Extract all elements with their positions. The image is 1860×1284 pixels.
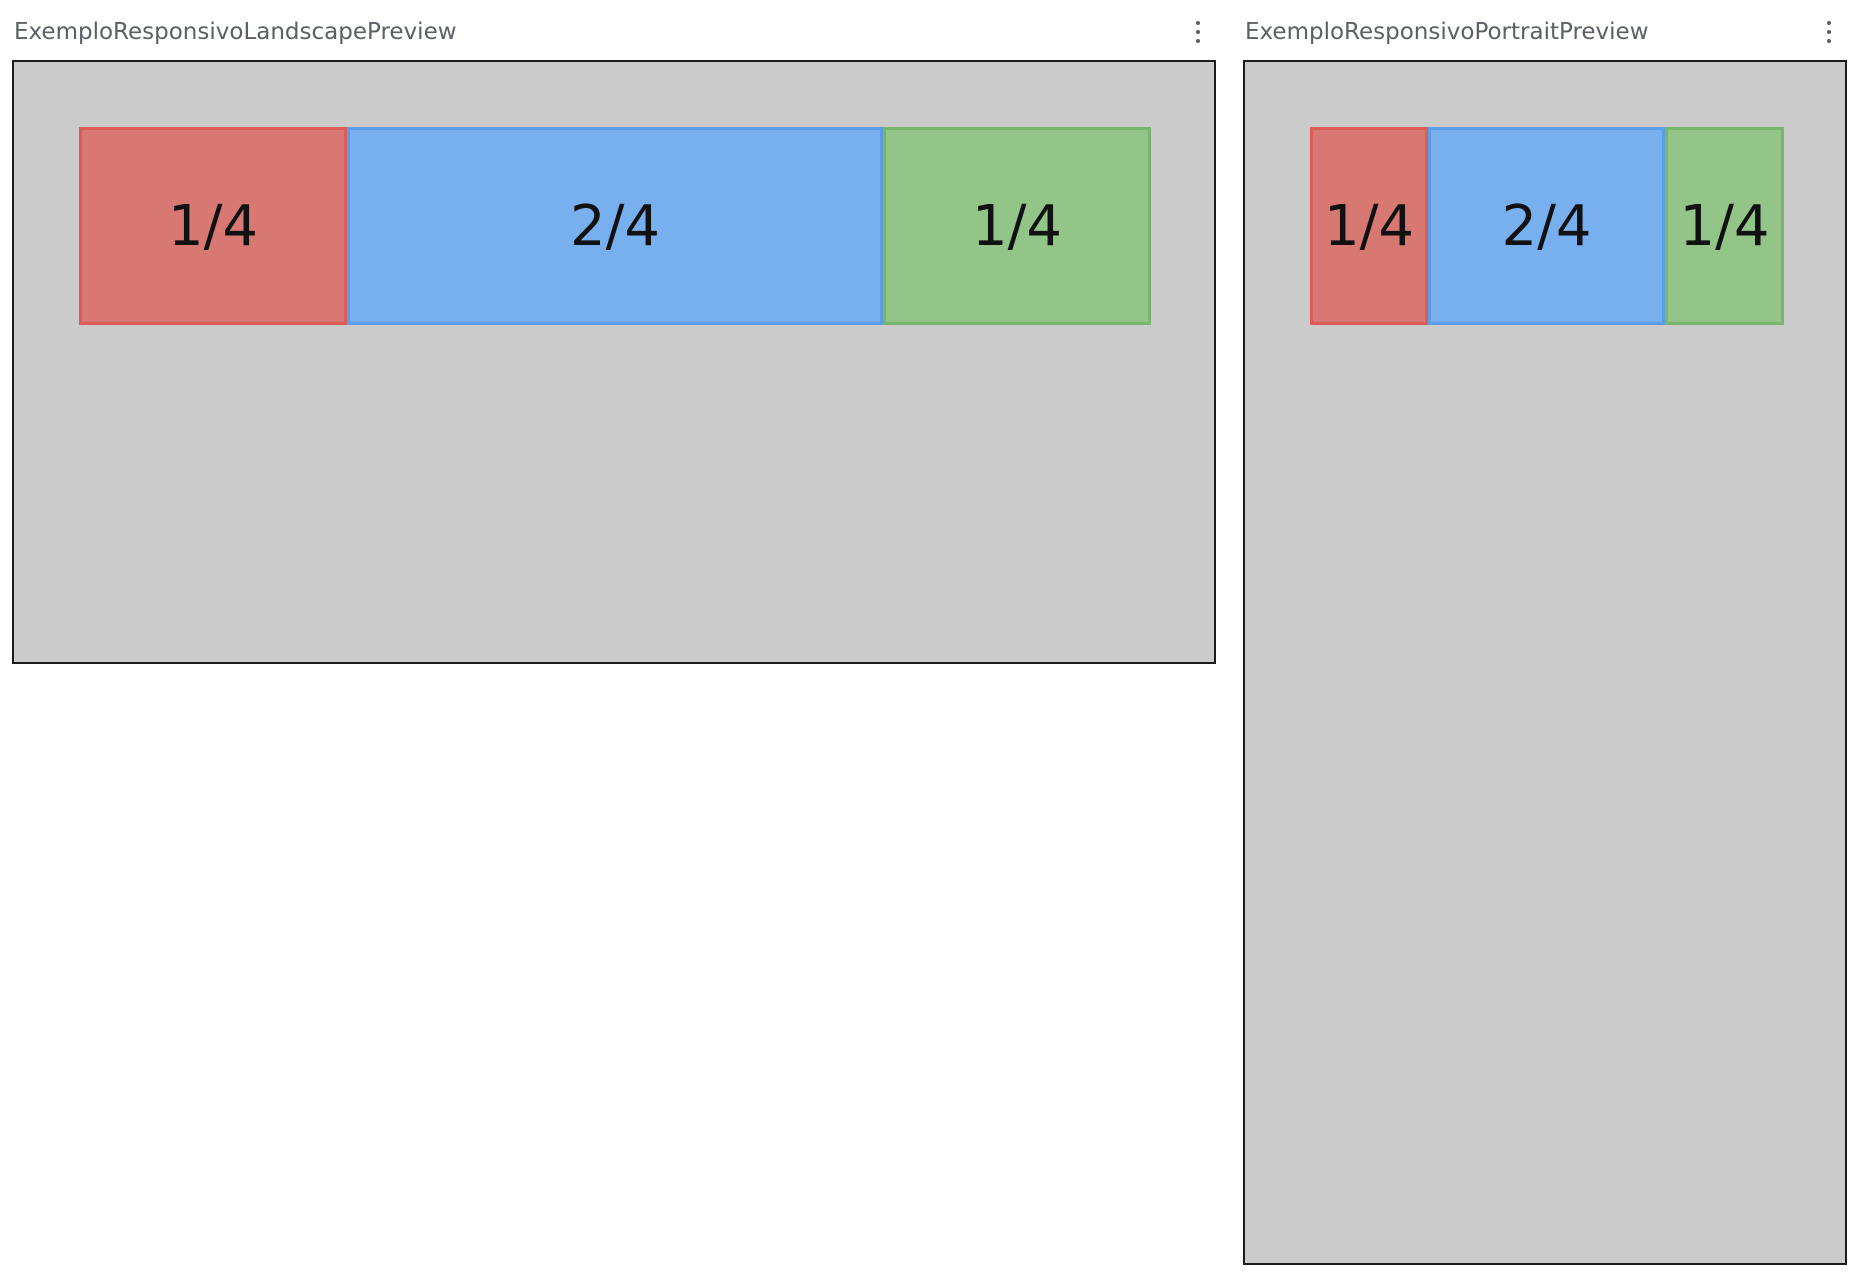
landscape-preview-frame: 1/4 2/4 1/4 [12,60,1216,664]
portrait-preview-title: ExemploResponsivoPortraitPreview [1245,19,1649,45]
landscape-cell-quarter-left: 1/4 [79,127,347,325]
more-vertical-icon[interactable] [1182,12,1214,52]
landscape-weight-row: 1/4 2/4 1/4 [79,127,1151,325]
landscape-preview-header: ExemploResponsivoLandscapePreview [14,12,1214,52]
cell-label: 1/4 [1679,193,1770,259]
portrait-weight-row: 1/4 2/4 1/4 [1310,127,1784,325]
cell-label: 2/4 [1501,193,1592,259]
portrait-cell-quarter-left: 1/4 [1310,127,1428,325]
portrait-cell-half: 2/4 [1428,127,1665,325]
cell-label: 1/4 [167,193,259,259]
landscape-cell-half: 2/4 [347,127,883,325]
portrait-preview-frame: 1/4 2/4 1/4 [1243,60,1847,1265]
cell-label: 2/4 [569,193,661,259]
cell-label: 1/4 [1323,193,1415,259]
landscape-cell-quarter-right: 1/4 [883,127,1151,325]
landscape-preview-title: ExemploResponsivoLandscapePreview [14,19,457,45]
more-vertical-icon[interactable] [1813,12,1845,52]
portrait-cell-quarter-right: 1/4 [1665,127,1784,325]
cell-label: 1/4 [971,193,1063,259]
portrait-preview-header: ExemploResponsivoPortraitPreview [1245,12,1845,52]
